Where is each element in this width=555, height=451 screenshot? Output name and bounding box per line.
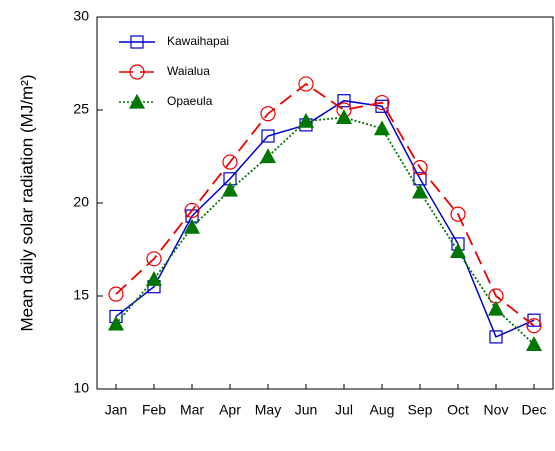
point: [489, 330, 503, 344]
point: [260, 106, 276, 122]
legend-label: Waialua: [167, 64, 210, 78]
y-tick-label: 10: [73, 380, 89, 396]
legend-marker: [129, 64, 145, 80]
point: [335, 109, 353, 125]
series-line: [115, 99, 535, 338]
point: [222, 154, 238, 170]
point: [145, 270, 163, 286]
point: [298, 76, 314, 92]
point: [146, 251, 162, 267]
point: [107, 315, 125, 331]
point: [259, 148, 277, 164]
y-tick-label: 15: [73, 287, 89, 303]
point: [297, 112, 315, 128]
y-tick-label: 25: [73, 101, 89, 117]
x-tick-label: Jan: [105, 402, 128, 418]
legend-marker: [130, 35, 144, 49]
x-tick-label: Sep: [408, 402, 433, 418]
x-tick-label: Nov: [484, 402, 509, 418]
x-tick-label: Feb: [142, 402, 166, 418]
point: [374, 94, 390, 111]
x-tick-label: May: [255, 402, 281, 418]
x-tick-label: Oct: [447, 402, 469, 418]
x-tick-label: Dec: [522, 402, 547, 418]
point: [221, 181, 239, 197]
plot-frame: [96, 16, 554, 390]
point: [261, 129, 275, 143]
point: [184, 202, 200, 219]
point: [450, 206, 466, 222]
series-line: [115, 116, 535, 346]
point: [411, 183, 429, 199]
x-tick-label: Jul: [335, 402, 353, 418]
point: [108, 286, 124, 302]
y-tick-label: 20: [73, 194, 89, 210]
point: [526, 318, 542, 334]
point: [183, 218, 201, 234]
legend: Kawaihapai Waialua Opaeula: [119, 34, 229, 109]
point: [525, 336, 543, 351]
legend-label: Opaeula: [167, 94, 213, 108]
point: [337, 94, 351, 108]
series-line: [115, 82, 535, 327]
x-tick-label: Mar: [180, 402, 204, 418]
point: [487, 300, 505, 316]
x-tick-label: Apr: [219, 402, 241, 418]
legend-label: Kawaihapai: [167, 34, 229, 48]
point: [449, 243, 467, 258]
point: [412, 160, 428, 176]
legend-marker: [128, 93, 146, 109]
point: [373, 120, 391, 136]
x-tick-label: Aug: [370, 402, 395, 418]
y-axis-label: Mean daily solar radiation (MJ/m²): [17, 75, 36, 332]
x-tick-label: Jun: [295, 402, 318, 418]
y-tick-label: 30: [73, 8, 89, 24]
